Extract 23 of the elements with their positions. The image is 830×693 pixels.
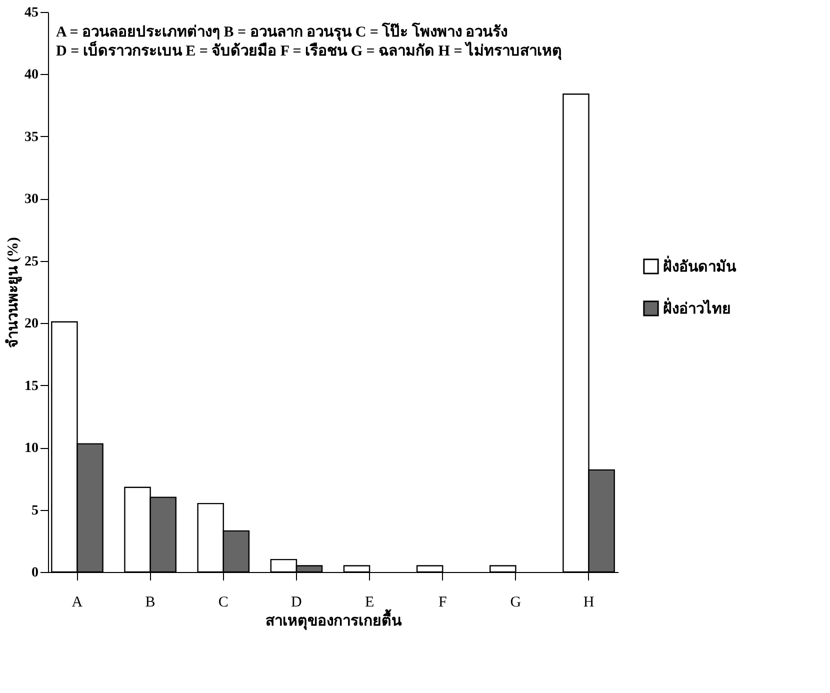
annotation: A = อวนลอยประเภทต่างๆ B = อวนลาก อวนรุน C = โป๊ะ โพงพาง อวนรัง <box>56 22 508 42</box>
x-tick-label: E <box>364 594 374 610</box>
y-tick-label: 0 <box>32 566 38 580</box>
y-axis-title: จำนวนพะยูน (%) <box>4 237 22 348</box>
x-tick-label: F <box>438 594 447 610</box>
y-tick-label: 20 <box>24 316 38 332</box>
legend-label: ฝั่งอ่าวไทย <box>663 297 731 318</box>
y-tick-label: 25 <box>24 254 38 270</box>
x-tick-label: H <box>583 594 594 610</box>
y-tick-label: 15 <box>24 378 38 394</box>
y-tick-label: 45 <box>24 6 38 20</box>
y-tick-label: 35 <box>24 130 38 145</box>
x-tick-label: A <box>72 594 83 610</box>
annotation: D = เบ็ดราวกระเบน E = จับด้วยมือ F = เรือชน G = ฉลามกัด H = ไม่ทราบสาเหตุ <box>56 40 562 60</box>
x-tick-label: C <box>218 594 228 610</box>
y-tick-label: 10 <box>24 441 38 456</box>
y-tick-label: 30 <box>24 192 38 208</box>
legend-label: ฝั่งอันดามัน <box>663 255 737 276</box>
y-tick-label: 40 <box>24 68 38 83</box>
x-tick-label: G <box>510 594 522 610</box>
x-tick-label: D <box>291 594 302 610</box>
y-tick-label: 5 <box>32 503 38 518</box>
x-tick-label: B <box>145 594 156 610</box>
